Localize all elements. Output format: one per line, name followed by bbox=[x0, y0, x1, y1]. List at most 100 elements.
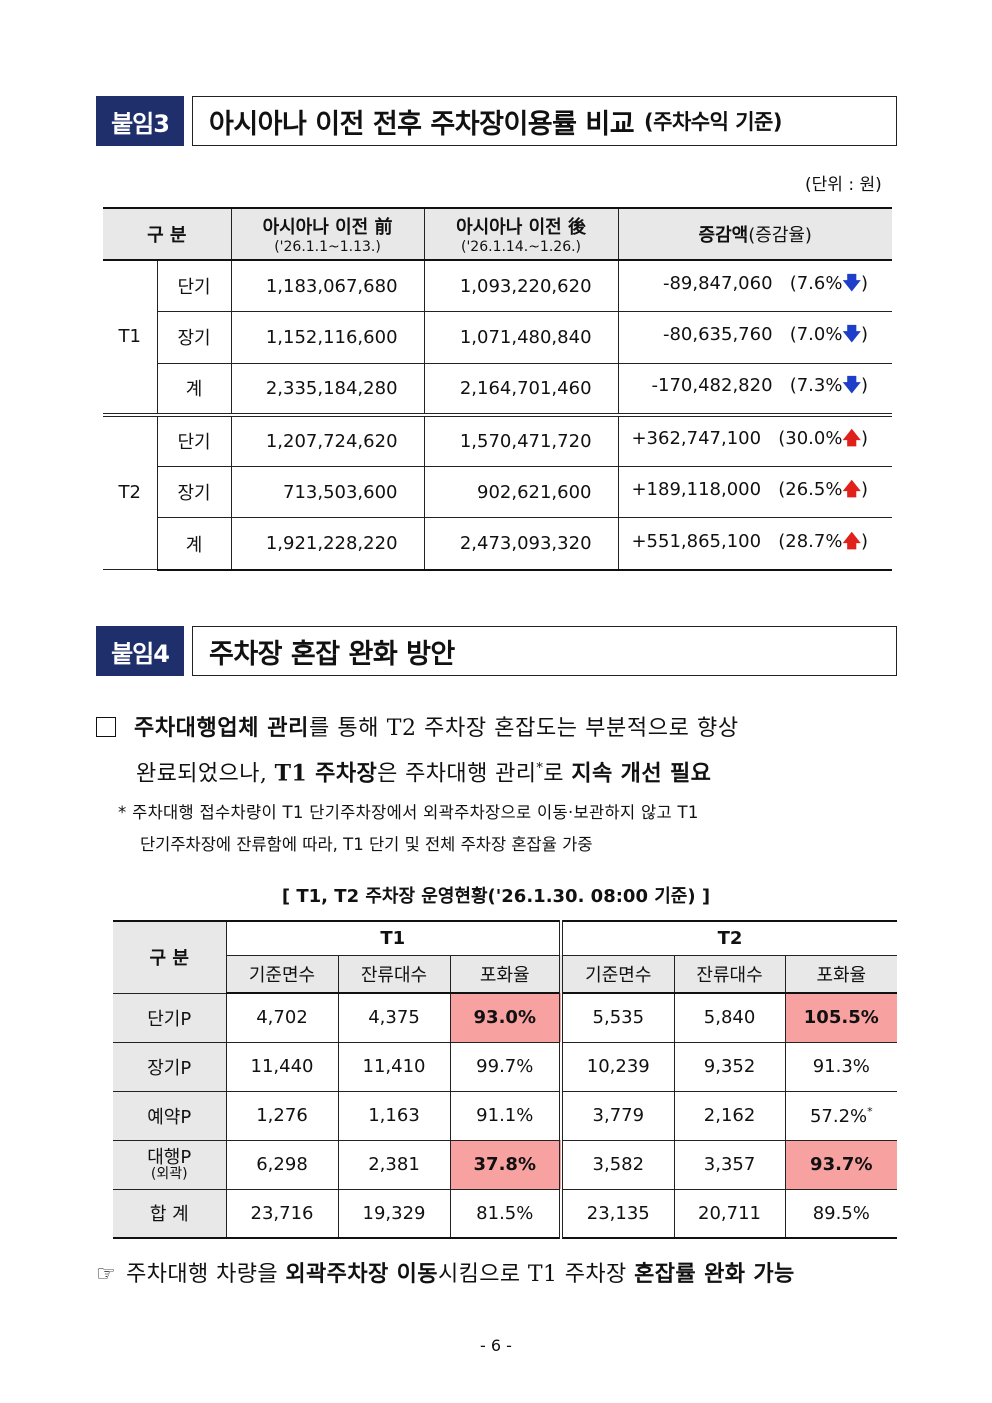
table2-col-t2-capacity: 기준면수 bbox=[559, 954, 675, 994]
footnote-line1: * 주차대행 접수차량이 T1 단기주차장에서 외곽주차장으로 이동·보관하지 … bbox=[118, 803, 699, 822]
change-close: ) bbox=[860, 324, 869, 346]
arrow-down-icon: 🡇 bbox=[842, 324, 861, 346]
change-close: ) bbox=[860, 530, 869, 552]
change-rate: (30.0% bbox=[778, 428, 843, 450]
group-label: T1 bbox=[103, 259, 158, 416]
t1-cell: 1,163 bbox=[337, 1090, 451, 1141]
checkbox-bullet-icon bbox=[96, 717, 116, 737]
arrow-up-icon: 🡅 bbox=[842, 530, 861, 552]
para-bold-2: T1 주차장 bbox=[274, 760, 378, 787]
value-before: 1,152,116,600 bbox=[230, 311, 425, 364]
t2-cell: 23,135 bbox=[559, 1188, 675, 1239]
value-after: 2,164,701,460 bbox=[423, 362, 619, 416]
t1-cell: 11,440 bbox=[225, 1041, 339, 1092]
conclusion-text-1: 주차대행 차량을 bbox=[126, 1262, 286, 1287]
paragraph-line1: 주차대행업체 관리를 통해 T2 주차장 혼잡도는 부분적으로 향상 bbox=[96, 708, 896, 749]
arrow-down-icon: 🡇 bbox=[842, 375, 861, 397]
t2-cell: 91.3% bbox=[784, 1041, 898, 1092]
row-label: 예약P bbox=[113, 1090, 227, 1141]
row-label: 대행P (외곽) bbox=[113, 1139, 227, 1190]
value-after: 1,071,480,840 bbox=[423, 311, 619, 364]
table2-header-t2: T2 bbox=[559, 920, 898, 956]
header-after-period: ('26.1.14.~1.26.) bbox=[461, 239, 582, 255]
t1-cell: 2,381 bbox=[337, 1139, 451, 1190]
row-type: 단기 bbox=[156, 259, 232, 313]
paragraph-line2: 완료되었으나, T1 주차장은 주차대행 관리*로 지속 개선 필요 bbox=[96, 749, 896, 794]
t2-cell-value: 57.2% bbox=[809, 1105, 868, 1127]
table-row: 합 계 23,716 19,329 81.5% 23,135 20,711 89.5% bbox=[113, 1188, 898, 1239]
t2-cell: 10,239 bbox=[559, 1041, 675, 1092]
change-rate: (7.0% bbox=[789, 324, 843, 346]
table2-col-t1-capacity: 기준면수 bbox=[226, 954, 339, 994]
header-category: 구 분 bbox=[103, 207, 232, 261]
t1-cell: 19,329 bbox=[337, 1188, 451, 1239]
section3-title: 아시아나 이전 전후 주차장이용률 비교 bbox=[209, 108, 635, 140]
table-row: T2 단기 1,207,724,620 1,570,471,720 +362,747,1… bbox=[103, 412, 893, 571]
t2-cell: 105.5% bbox=[784, 992, 898, 1043]
header-after: 아시아나 이전 後 ('26.1.14.~1.26.) bbox=[423, 207, 619, 261]
t2-cell: 93.7% bbox=[784, 1139, 898, 1190]
value-before: 713,503,600 bbox=[230, 465, 425, 519]
conclusion-bold-1: 외곽주차장 이동 bbox=[285, 1261, 438, 1287]
t2-cell: 5,840 bbox=[673, 992, 786, 1043]
t1-cell: 4,702 bbox=[225, 992, 339, 1043]
value-change: +362,747,100 (30.0%🡅) bbox=[617, 412, 893, 467]
change-close: ) bbox=[860, 428, 869, 450]
t2-cell: 5,535 bbox=[559, 992, 675, 1043]
page-number: - 6 - bbox=[480, 1336, 512, 1355]
value-before: 2,335,184,280 bbox=[230, 362, 425, 416]
change-amount: +189,118,000 bbox=[631, 479, 762, 501]
change-close: ) bbox=[860, 273, 869, 295]
change-close: ) bbox=[860, 375, 869, 397]
row-type: 장기 bbox=[157, 311, 232, 364]
paragraph-main: 주차대행업체 관리를 통해 T2 주차장 혼잡도는 부분적으로 향상 완료되었으… bbox=[96, 708, 896, 794]
footnote-line2: 단기주차장에 잔류함에 따라, T1 단기 및 전체 주차장 혼잡율 가중 bbox=[140, 835, 593, 854]
section3-subtitle: (주차수익 기준) bbox=[644, 110, 782, 134]
table-row: 예약P 1,276 1,163 91.1% 3,779 2,162 57.2%* bbox=[113, 1090, 898, 1141]
para-bold-3: 지속 개선 필요 bbox=[571, 760, 712, 787]
change-amount: +551,865,100 bbox=[631, 530, 762, 552]
revenue-comparison-table: 구 분 아시아나 이전 前 ('26.1.1~1.13.) 아시아나 이전 後 … bbox=[103, 207, 893, 571]
t2-cell: 3,582 bbox=[559, 1139, 675, 1190]
change-rate: (7.6% bbox=[789, 273, 843, 295]
header-change-label: 증감액 bbox=[698, 225, 749, 246]
value-change: +551,865,100 (28.7%🡅) bbox=[617, 517, 893, 571]
parking-status-table: 구 분 T1 T2 기준면수 잔류대수 포화율 기준면수 잔류대수 포화율 단기… bbox=[113, 920, 898, 1239]
table-row: 장기 713,503,600 902,621,600 +189,118,000 (26… bbox=[103, 465, 893, 519]
para-text-4: 로 bbox=[543, 761, 572, 787]
conclusion: ☞ 주차대행 차량을 외곽주차장 이동시킴으로 T1 주차장 혼잡률 완화 가능 bbox=[96, 1257, 896, 1292]
row-label: 합 계 bbox=[113, 1188, 227, 1239]
value-change: -170,482,820 (7.3%🡇) bbox=[617, 362, 893, 416]
header-change: 증감액(증감율) bbox=[617, 207, 893, 261]
section4-title: 주차장 혼잡 완화 방안 bbox=[209, 638, 455, 670]
change-rate: (26.5% bbox=[778, 479, 843, 501]
header-before: 아시아나 이전 前 ('26.1.1~1.13.) bbox=[230, 207, 425, 261]
change-amount: -80,635,760 bbox=[662, 324, 773, 346]
pointing-hand-icon: ☞ bbox=[96, 1262, 117, 1287]
para-text-3: 은 주차대행 관리 bbox=[377, 761, 537, 787]
arrow-up-icon: 🡅 bbox=[842, 428, 861, 450]
row-type: 장기 bbox=[157, 465, 232, 519]
t1-cell: 91.1% bbox=[449, 1090, 562, 1141]
table-row: 대행P (외곽) 6,298 2,381 37.8% 3,582 3,357 93.7% bbox=[113, 1139, 898, 1190]
value-before: 1,921,228,220 bbox=[230, 517, 425, 571]
row-type: 계 bbox=[157, 517, 232, 571]
section4-header: 붙임4 주차장 혼잡 완화 방안 bbox=[96, 626, 897, 676]
footnote: * 주차대행 접수차량이 T1 단기주차장에서 외곽주차장으로 이동·보관하지 … bbox=[118, 797, 898, 861]
t2-cell: 2,162 bbox=[673, 1090, 786, 1141]
arrow-down-icon: 🡇 bbox=[842, 273, 861, 295]
row-label-text: 대행P bbox=[147, 1146, 192, 1168]
header-after-label: 아시아나 이전 後 bbox=[456, 217, 586, 238]
t2-cell: 20,711 bbox=[673, 1188, 786, 1239]
t1-cell: 37.8% bbox=[449, 1139, 562, 1190]
table2-header-category: 구 분 bbox=[113, 920, 227, 994]
conclusion-text-2: 시킴으로 T1 주차장 bbox=[437, 1262, 635, 1287]
value-after: 1,570,471,720 bbox=[423, 412, 619, 467]
table-header-row: 구 분 아시아나 이전 前 ('26.1.1~1.13.) 아시아나 이전 後 … bbox=[103, 207, 893, 261]
change-rate: (28.7% bbox=[778, 530, 843, 552]
row-label: 장기P bbox=[113, 1041, 227, 1092]
value-after: 2,473,093,320 bbox=[423, 517, 619, 571]
row-label-text: 단기P bbox=[147, 1008, 192, 1030]
value-after: 902,621,600 bbox=[423, 465, 619, 519]
header-before-label: 아시아나 이전 前 bbox=[262, 217, 393, 238]
